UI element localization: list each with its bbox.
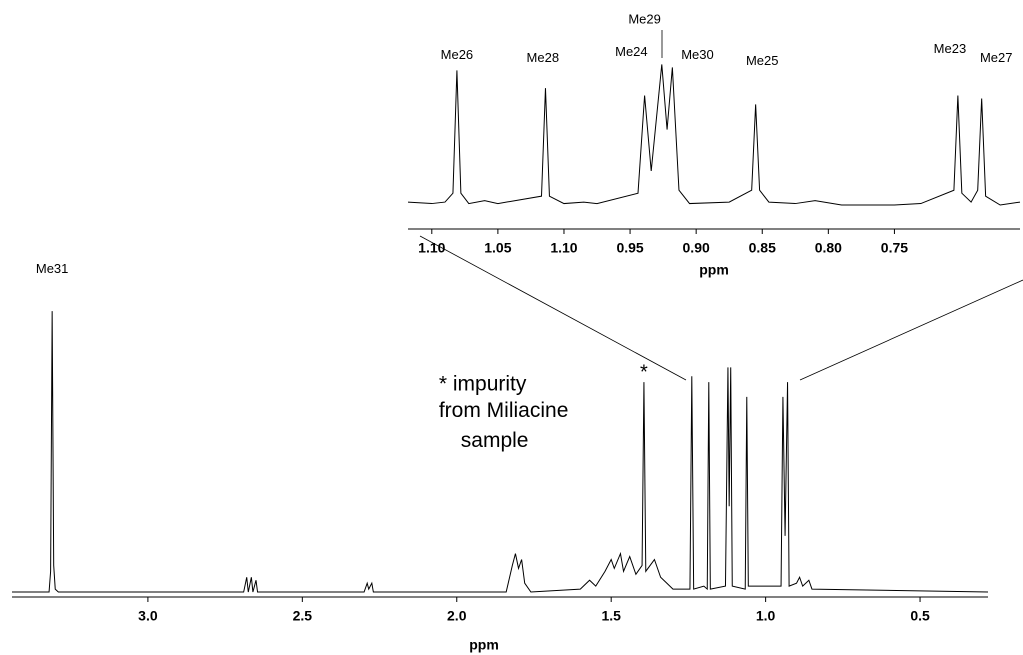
x-tick-label: 1.10 <box>550 240 577 256</box>
x-tick-label: 0.80 <box>815 240 842 256</box>
note: from Miliacine <box>439 399 569 422</box>
x-axis-label: ppm <box>469 637 499 653</box>
x-tick-label: 1.10 <box>418 240 445 256</box>
peak-label: Me28 <box>527 50 560 65</box>
peak-label: Me30 <box>681 47 714 62</box>
peak-label: Me27 <box>980 50 1013 65</box>
zoom-connector <box>799 279 1023 381</box>
x-tick-label: 2.0 <box>447 608 467 624</box>
peak-label: Me31 <box>36 261 69 276</box>
note: * impurity <box>439 373 527 396</box>
peak-label: Me29 <box>628 11 661 26</box>
peak-label: Me23 <box>934 41 967 56</box>
note: sample <box>461 429 529 452</box>
x-tick-label: 1.0 <box>756 608 776 624</box>
peak-label: Me24 <box>615 44 648 59</box>
peak-label: Me25 <box>746 53 779 68</box>
peak-label: Me26 <box>441 47 474 62</box>
peak-label: * <box>640 362 648 384</box>
x-tick-label: 0.95 <box>616 240 643 256</box>
x-tick-label: 1.05 <box>484 240 511 256</box>
spectrum-line <box>12 311 989 593</box>
x-tick-label: 2.5 <box>293 608 313 624</box>
x-tick-label: 3.0 <box>138 608 158 624</box>
spectrum-line <box>407 64 1021 206</box>
x-tick-label: 0.85 <box>749 240 776 256</box>
x-tick-label: 1.5 <box>601 608 621 624</box>
x-tick-label: 0.5 <box>910 608 930 624</box>
x-tick-label: 0.75 <box>881 240 908 256</box>
zoom-connector <box>419 235 687 381</box>
x-tick-label: 0.90 <box>683 240 710 256</box>
x-axis-label: ppm <box>699 262 729 278</box>
